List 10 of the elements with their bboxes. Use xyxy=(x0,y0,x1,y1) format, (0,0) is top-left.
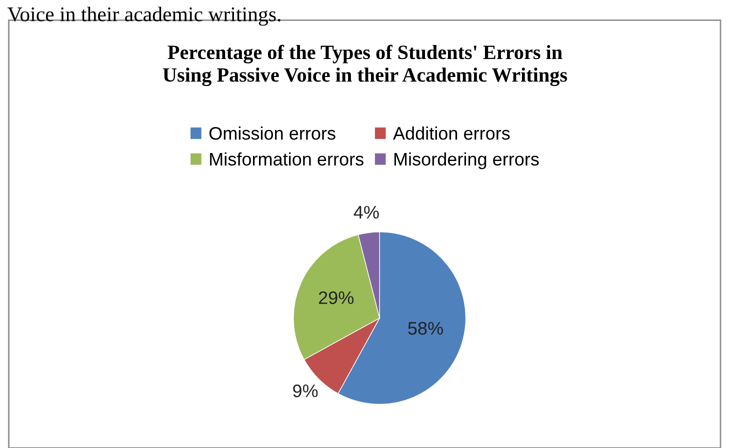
legend-label: Misordering errors xyxy=(394,152,539,170)
legend-label: Misformation errors xyxy=(210,152,364,166)
data-label: 29% xyxy=(318,291,354,304)
legend-label: Omission errors xyxy=(209,126,336,140)
data-label: 9% xyxy=(293,384,318,398)
legend-label: Addition errors xyxy=(393,126,510,140)
data-label: 4% xyxy=(354,206,379,219)
chart-title: Percentage of the Types of Students' Errors in Using Passive Voice in their Academic Writings xyxy=(162,44,568,86)
text: Voice in their academic writings. xyxy=(8,6,280,26)
data-label: 58% xyxy=(408,322,443,335)
